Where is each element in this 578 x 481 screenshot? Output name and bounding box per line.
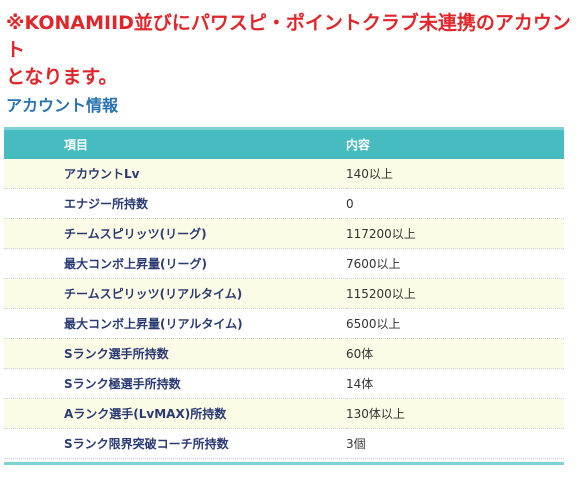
notice-message: ※KONAMIID並びにパワスピ・ポイントクラブ未連携のアカウント となります。 — [6, 10, 572, 91]
row-value: 117200以上 — [346, 218, 564, 249]
table-row: エナジー所持数 0 — [4, 188, 564, 219]
header-item: 項目 — [4, 127, 346, 159]
row-value: 130体以上 — [346, 398, 564, 429]
row-value: 14体 — [346, 368, 564, 399]
table-row: 最大コンボ上昇量(リアルタイム) 6500以上 — [4, 308, 564, 339]
row-item: Sランク極選手所持数 — [4, 368, 346, 399]
row-value: 0 — [346, 188, 564, 219]
table-row: 最大コンボ上昇量(リーグ) 7600以上 — [4, 248, 564, 279]
row-value: 140以上 — [346, 159, 564, 189]
table-row: チームスピリッツ(リアルタイム) 115200以上 — [4, 278, 564, 309]
table-row: チームスピリッツ(リーグ) 117200以上 — [4, 218, 564, 249]
row-item: 最大コンボ上昇量(リーグ) — [4, 248, 346, 279]
row-item: アカウントLv — [4, 159, 346, 189]
row-item: チームスピリッツ(リアルタイム) — [4, 278, 346, 309]
row-item: エナジー所持数 — [4, 188, 346, 219]
notice-line-1: ※KONAMIID並びにパワスピ・ポイントクラブ未連携のアカウント — [6, 12, 571, 61]
row-value: 6500以上 — [346, 308, 564, 339]
row-value: 3個 — [346, 428, 564, 459]
row-item: チームスピリッツ(リーグ) — [4, 218, 346, 249]
row-item: 最大コンボ上昇量(リアルタイム) — [4, 308, 346, 339]
table-row: アカウントLv 140以上 — [4, 159, 564, 189]
section-title: アカウント情報 — [6, 96, 119, 115]
table-row: Sランク選手所持数 60体 — [4, 338, 564, 369]
row-value: 60体 — [346, 338, 564, 369]
row-value: 115200以上 — [346, 278, 564, 309]
account-info-table: 項目 内容 アカウントLv 140以上 エナジー所持数 0 チームスピリッツ(リ… — [4, 127, 564, 459]
table-header-row: 項目 内容 — [4, 127, 564, 159]
table-row: Sランク極選手所持数 14体 — [4, 368, 564, 399]
table-row: Aランク選手(LvMAX)所持数 130体以上 — [4, 398, 564, 429]
row-item: Sランク選手所持数 — [4, 338, 346, 369]
row-item: Aランク選手(LvMAX)所持数 — [4, 398, 346, 429]
row-item: Sランク限界突破コーチ所持数 — [4, 428, 346, 459]
header-content: 内容 — [346, 127, 564, 159]
table-row: Sランク限界突破コーチ所持数 3個 — [4, 428, 564, 459]
table-bottom-divider — [4, 462, 564, 465]
notice-line-2: となります。 — [6, 66, 118, 88]
row-value: 7600以上 — [346, 248, 564, 279]
